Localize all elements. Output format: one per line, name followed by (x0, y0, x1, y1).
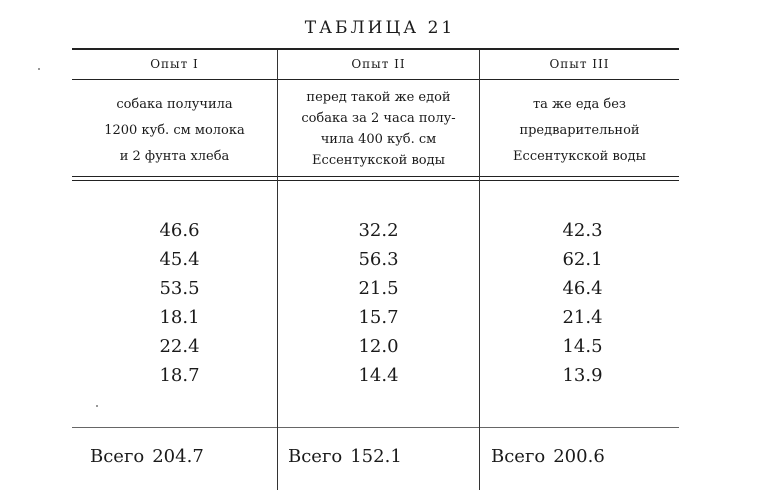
value-cell: 18.1 (159, 307, 200, 328)
value-cell: 14.5 (562, 336, 603, 357)
description-line: собака получила (116, 97, 233, 112)
description-line: предварительной (519, 123, 640, 138)
column-header-experiment-2: Опыт II (351, 57, 406, 71)
scan-speck (38, 68, 40, 70)
column-divider-1 (277, 50, 278, 490)
value-cell: 42.3 (562, 220, 603, 241)
value-cell: 46.4 (562, 278, 603, 299)
totals-rule (72, 427, 679, 428)
values-experiment-3: 42.3 62.1 46.4 21.4 14.5 13.9 (480, 216, 685, 390)
total-label: Всего (90, 446, 145, 467)
value-cell: 45.4 (159, 249, 200, 270)
value-cell: 53.5 (159, 278, 200, 299)
value-cell: 12.0 (358, 336, 399, 357)
scan-speck (96, 405, 98, 407)
description-line: Ессентукской воды (513, 149, 646, 164)
total-experiment-3: Всего 200.6 (491, 446, 605, 467)
value-cell: 46.6 (159, 220, 200, 241)
value-cell: 22.4 (159, 336, 200, 357)
description-line: чила 400 куб. см (320, 132, 437, 147)
description-rule-upper (72, 176, 679, 177)
total-experiment-1: Всего 204.7 (90, 446, 204, 467)
table-title: ТАБЛИЦА 21 (304, 18, 456, 38)
values-experiment-1: 46.6 45.4 53.5 18.1 22.4 18.7 (72, 216, 287, 390)
value-cell: 21.5 (358, 278, 399, 299)
values-experiment-2: 32.2 56.3 21.5 15.7 12.0 14.4 (278, 216, 479, 390)
value-cell: 18.7 (159, 365, 200, 386)
column-header-experiment-3: Опыт III (549, 57, 610, 71)
value-cell: 13.9 (562, 365, 603, 386)
value-cell: 15.7 (358, 307, 399, 328)
description-line: 1200 куб. см молока (104, 123, 245, 138)
value-cell: 21.4 (562, 307, 603, 328)
total-value: 204.7 (152, 446, 204, 467)
description-line: и 2 фунта хлеба (119, 149, 230, 164)
total-label: Всего (491, 446, 546, 467)
total-value: 152.1 (350, 446, 402, 467)
description-line: Ессентукской воды (312, 153, 445, 168)
description-experiment-2: перед такой же едой собака за 2 часа пол… (278, 87, 479, 171)
total-value: 200.6 (553, 446, 605, 467)
column-header-experiment-1: Опыт I (150, 57, 199, 71)
top-rule (72, 48, 679, 50)
description-line: та же еда без (532, 97, 627, 112)
column-divider-2 (479, 50, 480, 490)
total-experiment-2: Всего 152.1 (288, 446, 402, 467)
description-experiment-1: собака получила 1200 куб. см молока и 2 … (72, 92, 277, 170)
value-cell: 32.2 (358, 220, 399, 241)
value-cell: 56.3 (358, 249, 399, 270)
description-line: перед такой же едой (306, 90, 451, 105)
value-cell: 62.1 (562, 249, 603, 270)
description-line: собака за 2 часа полу- (301, 111, 456, 126)
description-rule-lower (72, 180, 679, 181)
header-rule (72, 79, 679, 80)
total-label: Всего (288, 446, 343, 467)
description-experiment-3: та же еда без предварительной Ессентукск… (480, 92, 679, 170)
value-cell: 14.4 (358, 365, 399, 386)
